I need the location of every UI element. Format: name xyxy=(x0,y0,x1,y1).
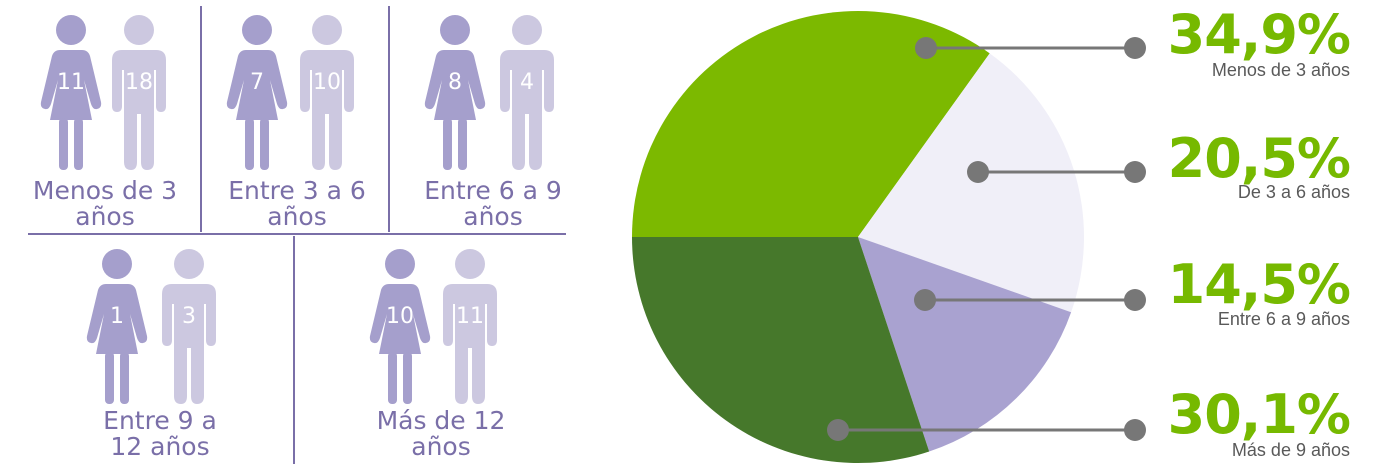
slice-percent-label: 34,9% xyxy=(1167,3,1351,66)
male-count: 18 xyxy=(125,70,153,95)
female-count: 11 xyxy=(57,70,85,95)
group-label: Entre 9 a 12 años xyxy=(103,406,217,461)
male-figure-icon: 18 xyxy=(108,14,170,170)
male-figure-icon: 4 xyxy=(496,14,558,170)
slice-percent-label: 20,5% xyxy=(1167,127,1351,190)
group-cell: 11 18 Menos de 3 años xyxy=(14,0,200,232)
connector-dot xyxy=(967,161,989,183)
pie-slice xyxy=(632,10,990,237)
female-figure-icon: 8 xyxy=(424,14,486,170)
connector-dot xyxy=(1124,289,1146,311)
male-figure-icon: 10 xyxy=(296,14,358,170)
group-cell: 10 11 Más de 12 años xyxy=(295,236,575,466)
group-label: Menos de 3 años xyxy=(32,176,178,231)
slice-percent-label: 14,5% xyxy=(1167,253,1351,316)
connector-dot xyxy=(914,289,936,311)
slice-category-label: Entre 6 a 9 años xyxy=(1217,309,1350,329)
connector-dot xyxy=(827,419,849,441)
slice-category-label: De 3 a 6 años xyxy=(1237,182,1350,202)
group-cell: 7 10 Entre 3 a 6 años xyxy=(202,0,388,232)
connector-dot xyxy=(915,37,937,59)
male-count: 11 xyxy=(456,304,484,329)
female-count: 10 xyxy=(386,304,414,329)
male-figure-icon: 11 xyxy=(439,248,501,404)
grid-horizontal-line xyxy=(28,233,566,235)
male-count: 10 xyxy=(313,70,341,95)
grid-vertical-line-1 xyxy=(200,6,202,232)
female-count: 7 xyxy=(250,70,264,95)
pie-slice xyxy=(858,53,1084,313)
female-figure-icon: 1 xyxy=(86,248,148,404)
female-figure-icon: 7 xyxy=(226,14,288,170)
group-cell: 8 4 Entre 6 a 9 años xyxy=(390,0,576,232)
slice-category-label: Más de 9 años xyxy=(1231,440,1350,460)
male-count: 4 xyxy=(520,70,534,95)
female-figure-icon: 10 xyxy=(369,248,431,404)
pie-slice xyxy=(858,237,1072,452)
group-label: Entre 6 a 9 años xyxy=(424,176,562,231)
male-count: 3 xyxy=(182,304,196,329)
female-count: 8 xyxy=(448,70,462,95)
slice-percent-label: 30,1% xyxy=(1167,383,1351,446)
connector-dot xyxy=(1124,161,1146,183)
female-count: 1 xyxy=(110,304,124,329)
group-cell: 1 3 Entre 9 a 12 años xyxy=(60,236,293,466)
pie-slice xyxy=(632,237,930,463)
connector-dot xyxy=(1124,419,1146,441)
slice-category-label: Menos de 3 años xyxy=(1211,60,1350,80)
female-figure-icon: 11 xyxy=(40,14,102,170)
male-figure-icon: 3 xyxy=(158,248,220,404)
group-label: Entre 3 a 6 años xyxy=(228,176,366,231)
grid-vertical-line-3 xyxy=(293,236,295,464)
connector-dot xyxy=(1124,37,1146,59)
grid-vertical-line-2 xyxy=(388,6,390,232)
group-label: Más de 12 años xyxy=(376,406,506,461)
